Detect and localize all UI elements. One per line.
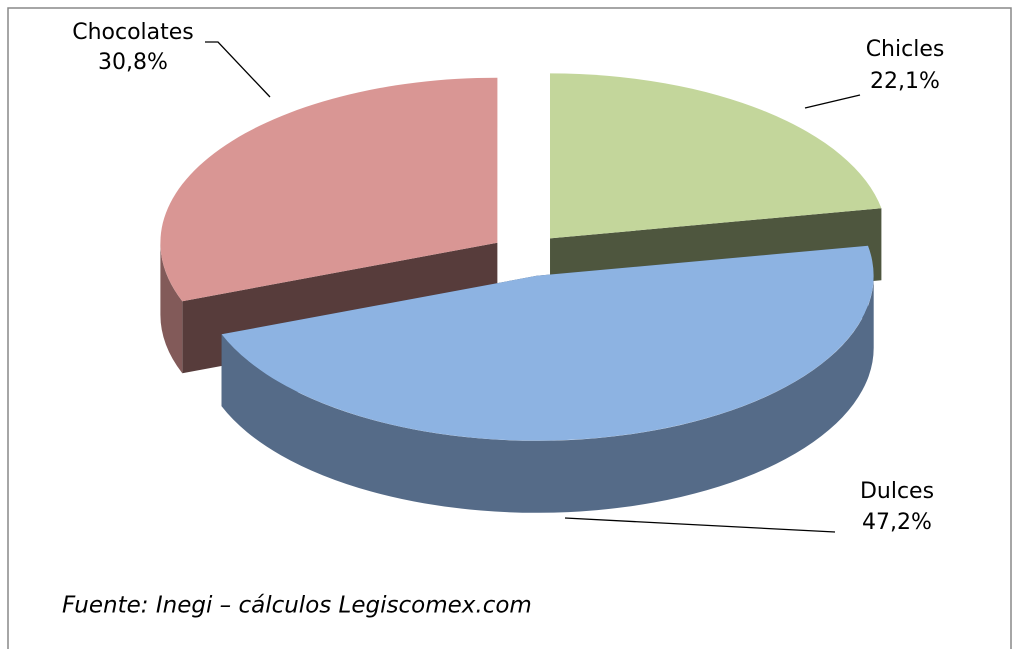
slice [160,77,498,302]
leader-line [804,94,861,109]
slice-side [160,242,183,374]
slice-label: Chocolates [72,20,194,45]
slice-value-label: 47,2% [862,510,932,535]
slice-side [221,275,874,513]
slice-label: Chicles [866,37,945,62]
leader-line [564,517,836,533]
slice [550,73,882,239]
chart-frame [7,7,1012,649]
source-note: Fuente: Inegi – cálculos Legiscomex.com [62,593,532,619]
slice [221,245,874,441]
slice-label: Dulces [860,479,934,504]
leader-line [205,41,271,98]
slice-value-label: 30,8% [98,50,168,75]
slice-value-label: 22,1% [870,69,940,94]
pie [160,73,882,513]
